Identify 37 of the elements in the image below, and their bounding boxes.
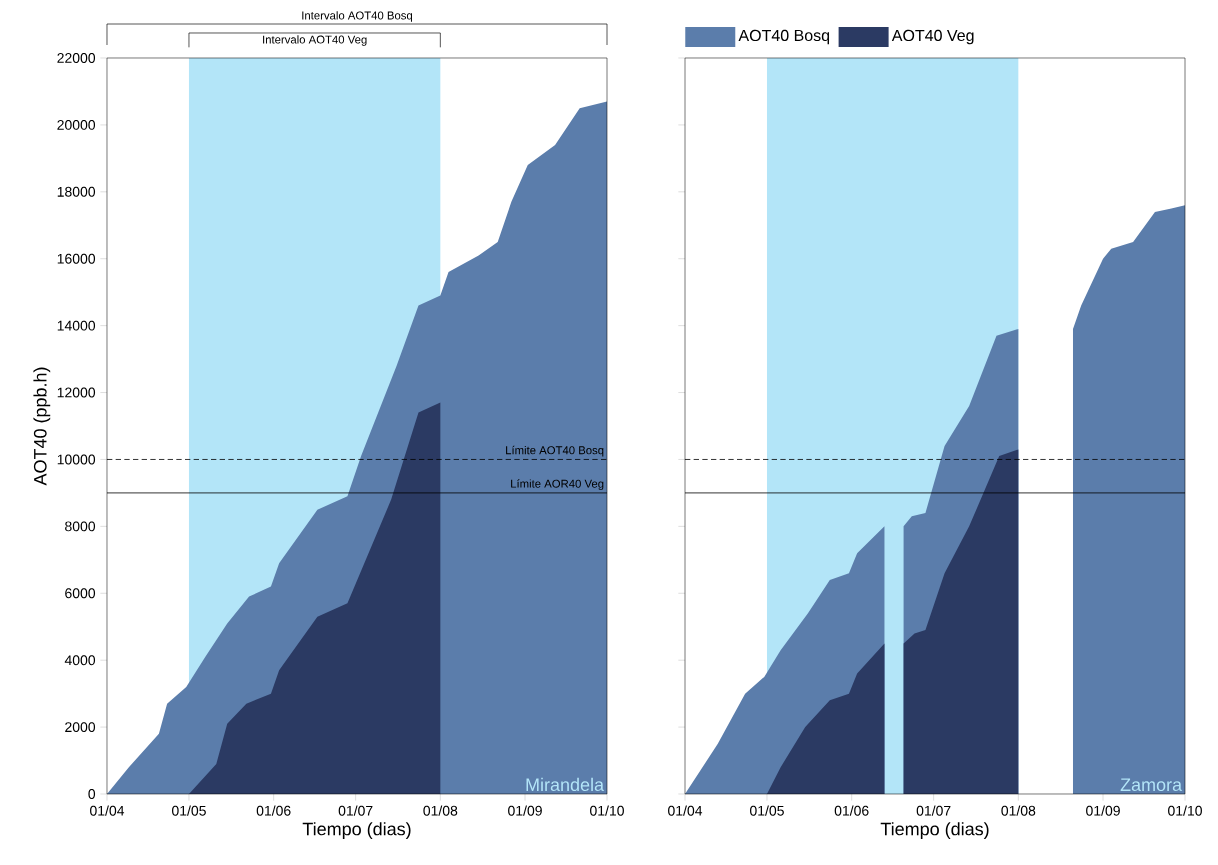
x-axis-title: Tiempo (dias)	[880, 822, 989, 839]
y-tick-label: 8000	[65, 521, 96, 532]
y-tick-label: 0	[88, 789, 96, 799]
x-tick-label: 01/06	[256, 805, 291, 816]
x-tick-label: 01/07	[916, 805, 951, 816]
annotation: Zamora	[1120, 778, 1183, 792]
y-tick-label: 14000	[57, 320, 96, 331]
x-tick-label: 01/08	[423, 805, 458, 816]
y-tick-label: 10000	[57, 454, 96, 465]
text: Intervalo AOT40 Veg	[263, 35, 367, 46]
y-axis-title: AOT40 (ppb.h)	[33, 367, 51, 486]
y-tick-label: 4000	[64, 655, 96, 666]
y-tick-label: 22000	[57, 53, 96, 63]
x-tick-label: 01/10	[590, 805, 624, 816]
ref-line-label: Límite AOR40 Veg	[511, 479, 604, 490]
x-tick-label: 01/09	[508, 805, 542, 816]
x-tick-label: 01/09	[1086, 805, 1120, 816]
y-tick-label: 18000	[57, 186, 96, 197]
x-tick-label: 01/04	[668, 805, 703, 816]
x-tick-label: 01/04	[90, 805, 125, 816]
annotation: Mirandela	[526, 777, 605, 792]
y-tick-label: 16000	[57, 253, 96, 264]
y-tick-label: 2000	[65, 722, 96, 733]
x-tick-label: 01/05	[750, 805, 784, 816]
text: Intervalo AOT40 Bosq	[302, 11, 413, 22]
x-axis-title: Tiempo (dias)	[302, 822, 411, 839]
x-tick-label: 01/07	[338, 805, 373, 816]
x-tick-label: 01/06	[834, 805, 869, 816]
x-tick-label: 01/10	[1168, 805, 1202, 816]
legend-label: AOT40 Veg	[891, 29, 974, 45]
y-tick-label: 20000	[57, 119, 96, 130]
y-tick-label: 6000	[65, 588, 96, 599]
ref-line-label: Límite AOT40 Bosq	[506, 445, 604, 457]
legend-label: AOT40 Bosq	[738, 29, 830, 45]
x-tick-label: 01/08	[1001, 805, 1036, 816]
x-tick-label: 01/05	[172, 805, 206, 816]
y-tick-label: 12000	[57, 387, 96, 398]
